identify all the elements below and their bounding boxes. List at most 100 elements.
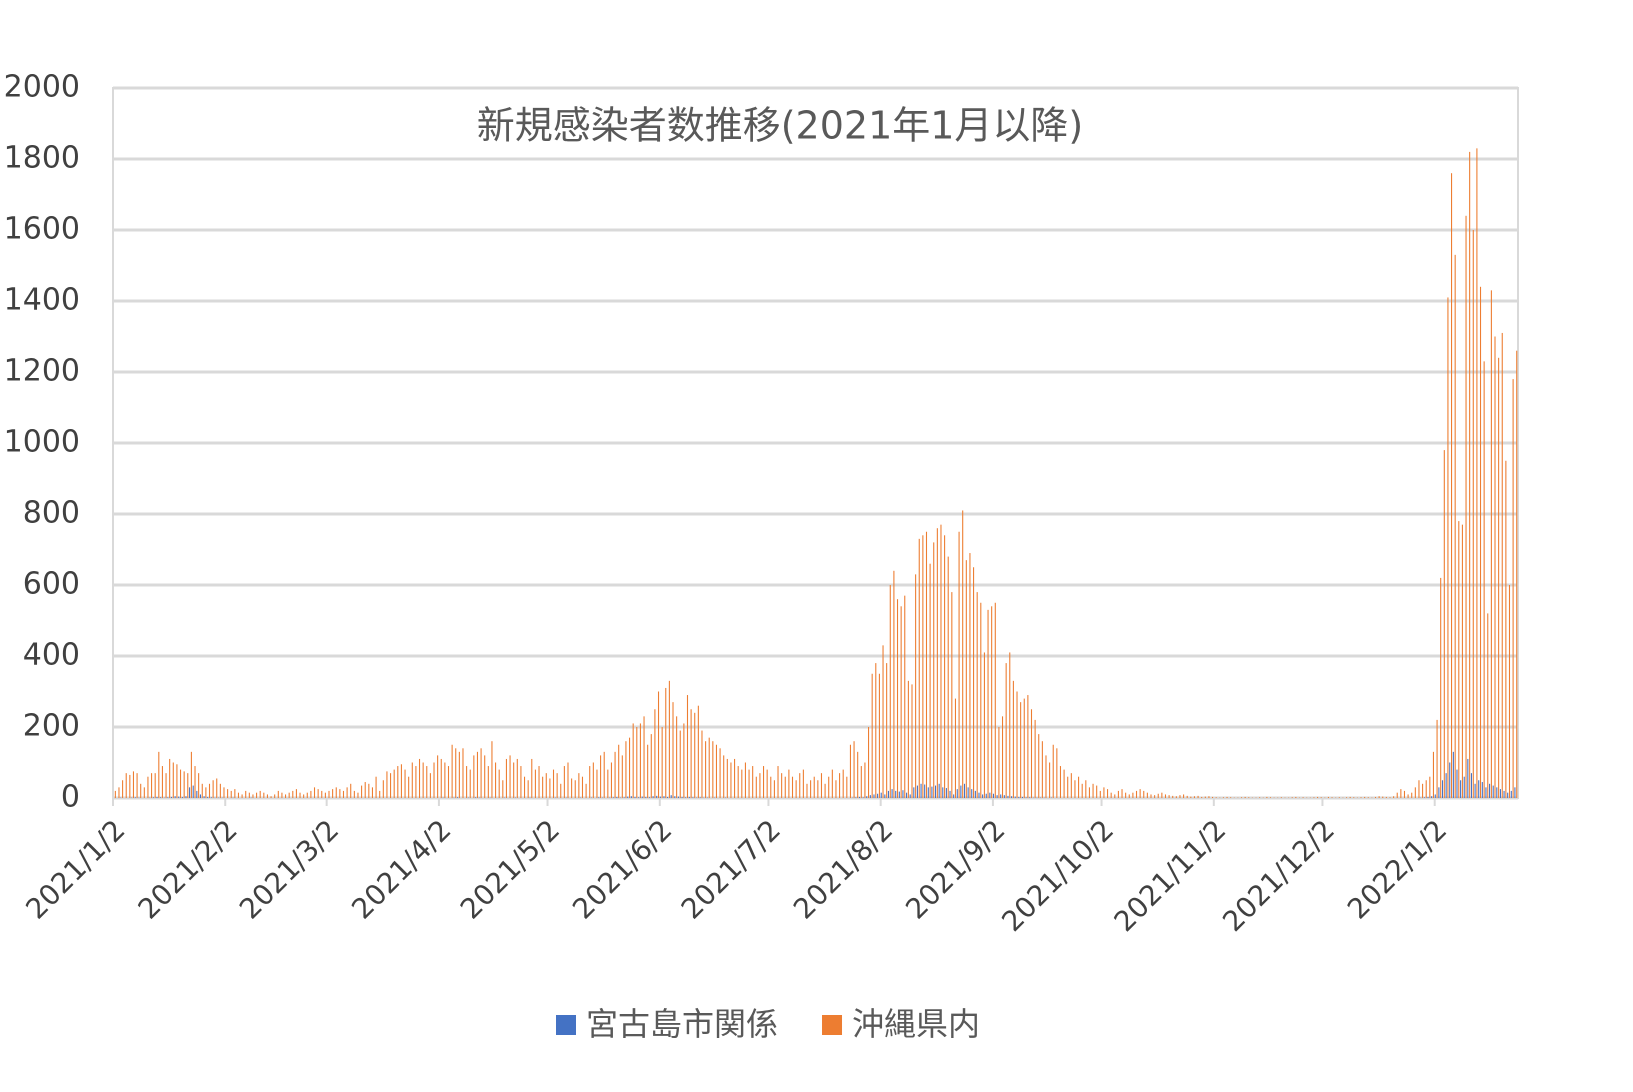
bar <box>1320 797 1322 798</box>
bar <box>889 585 891 798</box>
bar <box>158 751 160 798</box>
bar <box>1103 787 1105 798</box>
bar <box>1280 797 1282 798</box>
bar <box>1150 794 1152 798</box>
bar <box>1499 789 1501 798</box>
bar <box>1494 336 1496 798</box>
bar <box>777 766 779 798</box>
bar <box>487 766 489 798</box>
bar <box>335 787 337 798</box>
bar <box>907 680 909 798</box>
bar <box>1204 796 1206 798</box>
bar <box>627 796 629 798</box>
bar <box>451 744 453 798</box>
bar <box>194 766 196 798</box>
bar <box>1085 780 1087 798</box>
bar <box>980 602 982 798</box>
bar <box>1393 796 1395 798</box>
bar <box>455 748 457 798</box>
bar <box>1244 796 1246 798</box>
bar <box>475 797 477 798</box>
bar <box>788 769 790 798</box>
bar <box>686 695 689 798</box>
bar <box>216 778 218 798</box>
bar <box>715 744 718 798</box>
bar <box>342 790 345 798</box>
bar <box>810 780 812 798</box>
bar <box>781 773 783 798</box>
x-tick-label: 2022/1/2 <box>1341 813 1453 925</box>
bar <box>248 792 250 798</box>
bar <box>641 796 643 798</box>
bar <box>965 560 967 798</box>
bar <box>683 723 685 798</box>
bar <box>598 797 600 798</box>
bar <box>1512 379 1514 798</box>
bar <box>132 771 135 798</box>
bar <box>1489 783 1491 798</box>
bar <box>967 787 969 798</box>
bar <box>1317 796 1319 798</box>
bar <box>1125 792 1127 798</box>
bar <box>581 776 584 798</box>
bar <box>277 790 279 798</box>
bar <box>607 769 609 798</box>
bar <box>181 796 183 798</box>
bar <box>875 663 877 798</box>
y-tick-label: 600 <box>23 567 80 602</box>
bar <box>1291 797 1293 798</box>
bar <box>1445 773 1447 798</box>
bar <box>1059 766 1062 798</box>
bar <box>659 796 661 798</box>
bar <box>898 791 900 798</box>
bar <box>1479 286 1482 798</box>
bar <box>994 602 996 798</box>
bar <box>462 748 464 798</box>
bar <box>1154 795 1156 798</box>
bar <box>1436 719 1438 798</box>
bar <box>437 755 439 798</box>
bar <box>679 730 681 798</box>
bar <box>563 766 565 798</box>
bar <box>1052 744 1054 798</box>
bar <box>1451 173 1453 798</box>
bar <box>1474 783 1476 798</box>
bar <box>648 797 651 798</box>
bar <box>667 796 669 798</box>
bar <box>156 796 158 798</box>
bar <box>1472 230 1474 798</box>
bar <box>824 783 826 798</box>
bar <box>1496 787 1498 798</box>
bar <box>705 741 707 798</box>
bar <box>1021 796 1023 798</box>
bar <box>1201 796 1203 798</box>
bar <box>299 792 301 798</box>
bar <box>458 751 460 798</box>
y-tick-label: 0 <box>61 780 80 815</box>
chart-title: 新規感染者数推移(2021年1月以降) <box>477 104 1084 148</box>
bar <box>263 792 265 798</box>
bar <box>227 789 229 798</box>
bar <box>1447 297 1449 798</box>
bar <box>1503 790 1505 798</box>
bar <box>909 794 911 798</box>
bar <box>321 790 323 798</box>
bar <box>1045 755 1047 798</box>
bar <box>1003 795 1005 798</box>
bar <box>643 716 645 798</box>
bar <box>956 789 958 798</box>
bar <box>936 528 938 798</box>
bar <box>1034 719 1036 798</box>
bar <box>1403 790 1406 798</box>
bar <box>766 769 768 798</box>
bar <box>1490 290 1492 798</box>
bar <box>1461 524 1463 798</box>
bar <box>656 795 658 798</box>
bar <box>288 792 290 798</box>
bar <box>862 797 864 798</box>
bar <box>203 796 205 798</box>
bar <box>982 794 984 798</box>
bar <box>505 758 507 798</box>
bar <box>1114 794 1116 798</box>
